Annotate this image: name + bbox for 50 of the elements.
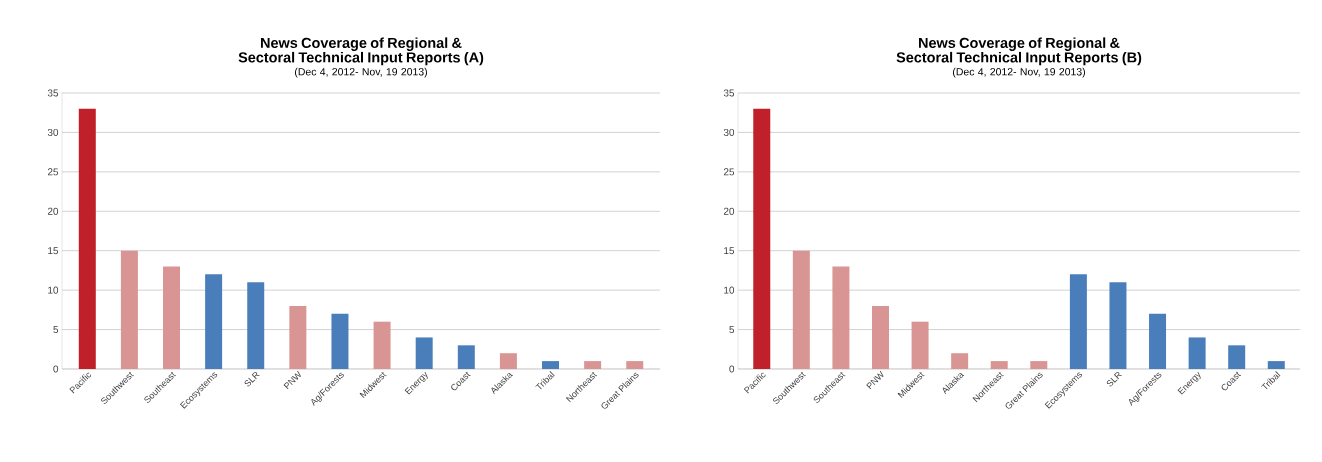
y-tick-label: 20 — [723, 207, 735, 215]
bar — [1069, 274, 1087, 369]
y-tick-label: 5 — [729, 326, 735, 334]
y-tick-label: 25 — [47, 168, 59, 176]
bar — [792, 250, 810, 369]
bar — [247, 282, 265, 369]
bar — [872, 305, 889, 369]
bar — [499, 353, 517, 369]
bar — [1109, 282, 1127, 369]
bar — [753, 108, 771, 369]
bar — [1149, 313, 1167, 369]
bar — [1030, 361, 1048, 369]
chart-subtitle: (Dec 4, 2012- Nov, 19 2013) — [953, 67, 1085, 78]
bar — [289, 305, 307, 369]
y-tick-label: 35 — [723, 89, 735, 97]
y-tick-label: 0 — [729, 365, 735, 373]
bar — [1267, 361, 1285, 369]
bar — [542, 361, 560, 369]
y-tick-label: 15 — [724, 247, 735, 255]
y-tick-label: 15 — [48, 247, 59, 255]
bar — [163, 266, 181, 369]
bar — [1228, 345, 1246, 369]
y-tick-label: 30 — [47, 128, 59, 136]
x-tick-label: SLR — [244, 371, 260, 387]
chart-title: News Coverage of Regional & Sectoral Technical Input Reports (B) — [896, 37, 1142, 66]
y-tick-label: 30 — [723, 128, 735, 136]
bar — [990, 361, 1008, 369]
y-tick-label: 35 — [47, 89, 59, 97]
bar — [331, 313, 349, 369]
bar — [1188, 337, 1206, 369]
y-tick-label: 20 — [47, 207, 59, 215]
bar — [457, 345, 475, 369]
chart-subtitle: (Dec 4, 2012- Nov, 19 2013) — [295, 67, 427, 78]
chart-title: News Coverage of Regional & Sectoral Technical Input Reports (A) — [238, 37, 484, 66]
bar — [911, 321, 929, 369]
y-tick-label: 10 — [48, 286, 59, 294]
bar — [951, 353, 969, 369]
y-tick-label: 25 — [723, 168, 735, 176]
bar — [832, 266, 850, 369]
bar — [78, 108, 96, 369]
bar — [205, 274, 223, 369]
y-tick-label: 5 — [53, 326, 59, 334]
bar — [584, 361, 602, 369]
x-tick-label: SLR — [1106, 371, 1123, 387]
bar — [626, 361, 644, 369]
y-tick-label: 10 — [724, 286, 735, 294]
y-tick-label: 0 — [53, 365, 59, 373]
bar — [120, 250, 138, 369]
bar — [415, 337, 433, 369]
bar — [373, 321, 391, 369]
